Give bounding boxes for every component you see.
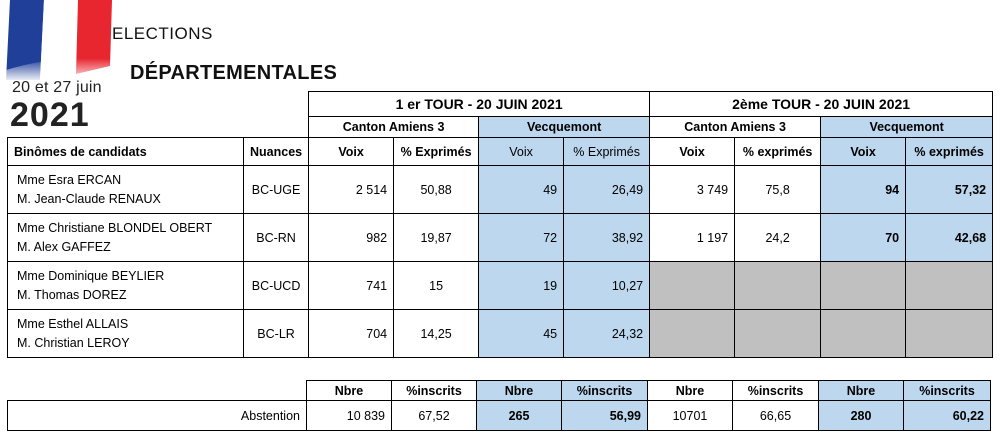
candidate-name: M. Christian LEROY <box>17 335 130 350</box>
abstention-header: %inscrits <box>561 380 648 401</box>
abstention-value: 10 839 <box>306 400 392 431</box>
candidate-pair: Mme Esra ERCAN M. Jean-Claude RENAUX <box>7 165 244 214</box>
votes-cell: 94 <box>820 165 907 214</box>
commune-header-r1: Vecquemont <box>478 116 651 138</box>
empty-cell <box>905 309 994 358</box>
page-title-line1: ELECTIONS <box>112 24 213 43</box>
votes-cell: 70 <box>820 213 907 262</box>
votes-cell: 3 749 <box>649 165 736 214</box>
second-round-header: 2ème TOUR - 20 JUIN 2021 <box>649 91 994 117</box>
pct-cell: 50,88 <box>393 165 480 214</box>
votes-cell: 45 <box>478 309 565 358</box>
pct-cell: 26,49 <box>563 165 651 214</box>
pct-cell: 42,68 <box>905 213 994 262</box>
votes-cell: 741 <box>308 261 395 310</box>
pct-cell: 14,25 <box>393 309 480 358</box>
results-table: 1 er TOUR - 20 JUIN 2021 2ème TOUR - 20 … <box>7 91 994 358</box>
abstention-header: %inscrits <box>391 380 477 401</box>
empty-cell <box>649 261 736 310</box>
col-header-candidates: Binômes de candidats <box>7 137 244 166</box>
abstention-value: 67,52 <box>391 400 477 431</box>
abstention-value: 280 <box>818 400 904 431</box>
pct-cell: 75,8 <box>734 165 822 214</box>
col-header-pct: % Exprimés <box>563 137 651 166</box>
col-header-pct: % exprimés <box>905 137 994 166</box>
empty-cell <box>734 309 822 358</box>
logo-year: 2021 <box>10 96 90 134</box>
empty-cell <box>649 309 736 358</box>
abstention-value: 10701 <box>647 400 733 431</box>
col-header-pct: % Exprimés <box>393 137 480 166</box>
nuance-cell: BC-UGE <box>242 165 310 214</box>
candidate-name: M. Jean-Claude RENAUX <box>17 191 161 206</box>
votes-cell: 2 514 <box>308 165 395 214</box>
pct-cell: 10,27 <box>563 261 651 310</box>
votes-cell: 1 197 <box>649 213 736 262</box>
abstention-value: 56,99 <box>561 400 648 431</box>
abstention-header: %inscrits <box>903 380 991 401</box>
votes-cell: 704 <box>308 309 395 358</box>
abstention-header: Nbre <box>647 380 733 401</box>
nuance-cell: BC-LR <box>242 309 310 358</box>
empty-cell <box>820 309 907 358</box>
candidate-name: M. Alex GAFFEZ <box>17 239 111 254</box>
col-header-voix: Voix <box>308 137 395 166</box>
votes-cell: 19 <box>478 261 565 310</box>
table-row: Mme Dominique BEYLIER M. Thomas DOREZ BC-… <box>7 261 994 310</box>
col-header-voix: Voix <box>478 137 565 166</box>
table-row: Mme Esra ERCAN M. Jean-Claude RENAUX BC-U… <box>7 165 994 214</box>
abstention-header: Nbre <box>476 380 562 401</box>
candidate-name: Mme Esthel ALLAIS <box>17 316 129 331</box>
canton-header-r1: Canton Amiens 3 <box>308 116 480 138</box>
table-row: Mme Christiane BLONDEL OBERT M. Alex GAFF… <box>7 213 994 262</box>
abstention-label: Abstention <box>7 400 307 431</box>
commune-header-r2: Vecquemont <box>820 116 994 138</box>
pct-cell: 19,87 <box>393 213 480 262</box>
pct-cell: 15 <box>393 261 480 310</box>
abstention-header: %inscrits <box>732 380 819 401</box>
pct-cell: 24,32 <box>563 309 651 358</box>
pct-cell: 38,92 <box>563 213 651 262</box>
candidate-pair: Mme Dominique BEYLIER M. Thomas DOREZ <box>7 261 244 310</box>
nuance-cell: BC-RN <box>242 213 310 262</box>
pct-cell: 57,32 <box>905 165 994 214</box>
votes-cell: 982 <box>308 213 395 262</box>
empty-cell <box>905 261 994 310</box>
candidate-name: Mme Dominique BEYLIER <box>17 268 165 283</box>
empty-cell <box>734 261 822 310</box>
col-header-voix: Voix <box>649 137 736 166</box>
candidate-pair: Mme Christiane BLONDEL OBERT M. Alex GAFF… <box>7 213 244 262</box>
logo-date: 20 et 27 juin <box>12 79 102 96</box>
table-row: Mme Esthel ALLAIS M. Christian LEROY BC-L… <box>7 309 994 358</box>
pct-cell: 24,2 <box>734 213 822 262</box>
abstention-header: Nbre <box>306 380 392 401</box>
canton-header-r2: Canton Amiens 3 <box>649 116 822 138</box>
abstention-value: 265 <box>476 400 562 431</box>
candidate-name: Mme Christiane BLONDEL OBERT <box>17 220 213 235</box>
abstention-value: 60,22 <box>903 400 991 431</box>
nuance-cell: BC-UCD <box>242 261 310 310</box>
empty-cell <box>820 261 907 310</box>
abstention-value: 66,65 <box>732 400 819 431</box>
abstention-header: Nbre <box>818 380 904 401</box>
first-round-header: 1 er TOUR - 20 JUIN 2021 <box>308 91 651 117</box>
candidate-name: Mme Esra ERCAN <box>17 172 122 187</box>
page-title-line2: DÉPARTEMENTALES <box>130 62 338 84</box>
col-header-nuances: Nuances <box>242 137 310 166</box>
votes-cell: 72 <box>478 213 565 262</box>
french-flag-logo <box>6 0 114 80</box>
abstention-row: Abstention 10 839 67,52 265 56,99 10701 … <box>7 400 991 431</box>
col-header-pct: % exprimés <box>734 137 822 166</box>
votes-cell: 49 <box>478 165 565 214</box>
candidate-pair: Mme Esthel ALLAIS M. Christian LEROY <box>7 309 244 358</box>
col-header-voix: Voix <box>820 137 907 166</box>
abstention-table: Nbre %inscrits Nbre %inscrits Nbre %insc… <box>7 380 991 431</box>
candidate-name: M. Thomas DOREZ <box>17 287 127 302</box>
